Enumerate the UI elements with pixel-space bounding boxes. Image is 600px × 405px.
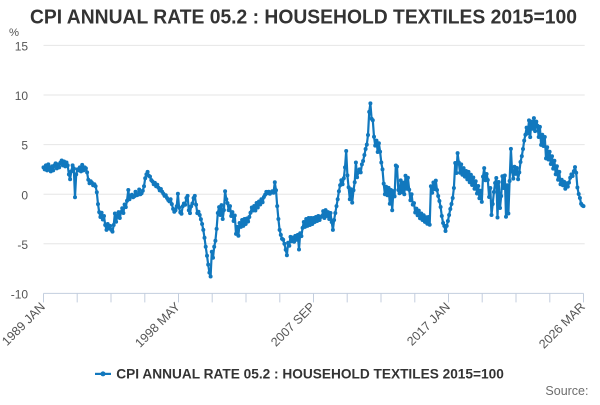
svg-text:Source:: Source:	[545, 384, 588, 398]
svg-text:5: 5	[21, 139, 28, 153]
svg-text:0: 0	[21, 188, 28, 202]
svg-text:10: 10	[15, 89, 29, 103]
svg-text:%: %	[9, 27, 19, 39]
svg-text:15: 15	[15, 40, 29, 54]
svg-text:CPI ANNUAL RATE 05.2 : HOUSEHO: CPI ANNUAL RATE 05.2 : HOUSEHOLD TEXTILE…	[30, 6, 577, 29]
svg-text:CPI ANNUAL RATE 05.2 : HOUSEHO: CPI ANNUAL RATE 05.2 : HOUSEHOLD TEXTILE…	[116, 366, 504, 381]
svg-text:-10: -10	[11, 288, 29, 302]
svg-text:-5: -5	[17, 238, 28, 252]
